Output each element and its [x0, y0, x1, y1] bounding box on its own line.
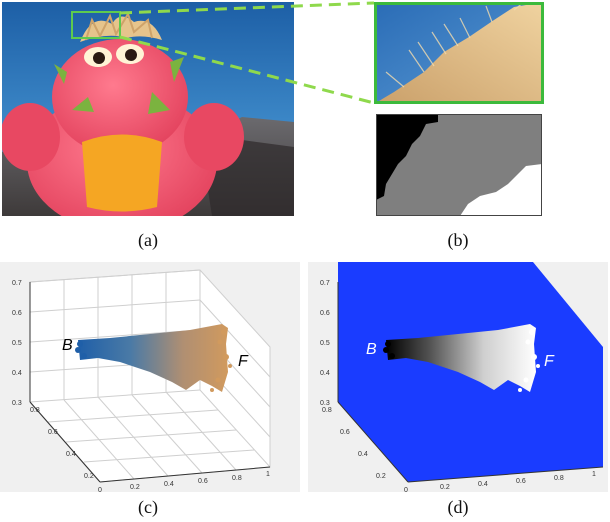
z-tick: 0.5 — [320, 340, 330, 347]
z-tick: 0.4 — [12, 370, 22, 377]
zoom-panel-b — [374, 2, 544, 104]
x-tick: 0 — [98, 487, 102, 492]
trimap-panel-b — [376, 114, 542, 216]
x-tick: 0.2 — [130, 484, 140, 491]
y-tick: 0.4 — [358, 451, 368, 458]
plush-dragon-photo — [2, 2, 294, 216]
x-tick: 0.8 — [232, 475, 242, 482]
color-cloud-plot: B F 0.7 0.6 0.5 0.4 0.3 0.8 0.6 0.4 0.2 … — [0, 262, 300, 492]
y-tick: 0.8 — [322, 407, 332, 414]
y-tick: 0.4 — [66, 451, 76, 458]
x-tick: 1 — [592, 471, 596, 478]
x-tick: 0.6 — [516, 478, 526, 485]
z-tick: 0.5 — [12, 340, 22, 347]
scatter-panel-d: B F 0.7 0.6 0.5 0.4 0.3 0.8 0.6 0.4 0.2 … — [308, 262, 608, 492]
x-tick: 0 — [404, 487, 408, 492]
caption-c: (c) — [138, 497, 158, 517]
z-tick: 0.6 — [320, 310, 330, 317]
label-B: B — [62, 337, 73, 354]
trimap-image — [376, 114, 542, 216]
label-F: F — [544, 353, 555, 370]
y-tick: 0.2 — [376, 473, 386, 480]
z-tick: 0.7 — [12, 280, 22, 287]
alpha-point-cloud — [386, 324, 536, 392]
hair-zoom-image — [374, 2, 544, 104]
z-tick: 0.3 — [320, 400, 330, 407]
photo-panel-a — [2, 2, 294, 216]
caption-a: (a) — [138, 230, 158, 250]
zoom-region-box — [71, 11, 121, 39]
y-tick: 0.6 — [340, 429, 350, 436]
y-tick: 0.8 — [30, 407, 40, 414]
x-tick: 0.6 — [198, 478, 208, 485]
color-point-cloud — [78, 324, 228, 392]
z-tick: 0.6 — [12, 310, 22, 317]
x-tick: 0.4 — [478, 481, 488, 488]
scatter-panel-c: B F 0.7 0.6 0.5 0.4 0.3 0.8 0.6 0.4 0.2 … — [0, 262, 300, 492]
alpha-cloud-plot: B F 0.7 0.6 0.5 0.4 0.3 0.8 0.6 0.4 0.2 … — [308, 262, 608, 492]
label-F: F — [238, 353, 249, 370]
label-B: B — [366, 341, 377, 358]
z-tick: 0.7 — [320, 280, 330, 287]
caption-b: (b) — [447, 230, 469, 250]
x-tick: 0.2 — [440, 484, 450, 491]
x-tick: 0.4 — [164, 481, 174, 488]
z-tick: 0.3 — [12, 400, 22, 407]
y-tick: 0.2 — [84, 473, 94, 480]
z-tick: 0.4 — [320, 370, 330, 377]
y-tick: 0.6 — [48, 429, 58, 436]
x-tick: 1 — [266, 471, 270, 478]
x-tick: 0.8 — [554, 475, 564, 482]
caption-d: (d) — [447, 497, 469, 517]
